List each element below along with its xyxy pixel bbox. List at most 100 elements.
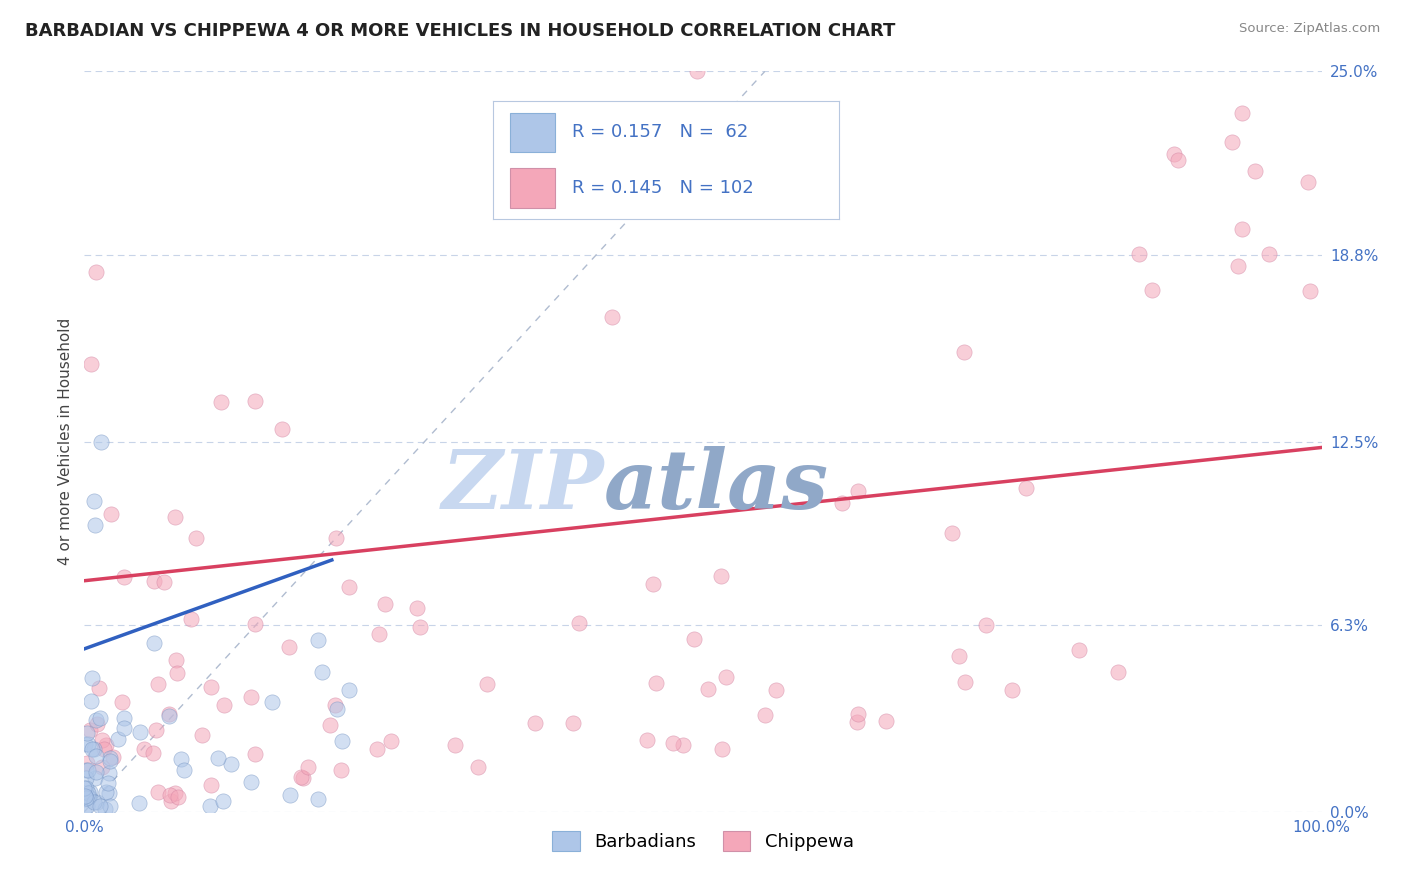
Text: Source: ZipAtlas.com: Source: ZipAtlas.com bbox=[1240, 22, 1381, 36]
Point bbox=[141, 746, 163, 760]
Point bbox=[636, 733, 658, 747]
Point bbox=[84, 771, 107, 785]
Point bbox=[128, 796, 150, 810]
Point bbox=[90, 760, 112, 774]
Point bbox=[98, 798, 121, 813]
Point bbox=[1107, 665, 1129, 679]
Point bbox=[166, 789, 188, 804]
Point bbox=[245, 747, 267, 762]
Point bbox=[97, 776, 120, 790]
Point bbox=[75, 763, 97, 777]
Point bbox=[475, 677, 498, 691]
Point bbox=[184, 532, 207, 546]
Point bbox=[84, 518, 107, 533]
Point bbox=[307, 632, 329, 647]
Point bbox=[77, 786, 100, 800]
Y-axis label: 4 or more Vehicles in Household: 4 or more Vehicles in Household bbox=[58, 318, 73, 566]
Point bbox=[96, 785, 118, 799]
Point bbox=[311, 665, 333, 680]
Point bbox=[101, 749, 124, 764]
Point bbox=[84, 764, 107, 779]
Point bbox=[941, 526, 963, 541]
Point bbox=[166, 666, 188, 681]
Point bbox=[976, 618, 998, 632]
Point bbox=[82, 742, 104, 756]
Point bbox=[76, 756, 98, 771]
Point bbox=[163, 786, 186, 800]
Point bbox=[875, 714, 897, 728]
Point bbox=[219, 757, 242, 772]
Point bbox=[831, 496, 853, 510]
Point bbox=[89, 711, 111, 725]
Point bbox=[157, 709, 180, 723]
Point bbox=[325, 531, 347, 545]
Point bbox=[76, 726, 98, 740]
Point bbox=[1128, 247, 1150, 261]
Point bbox=[1258, 247, 1281, 261]
Point bbox=[239, 775, 262, 789]
Point bbox=[562, 715, 585, 730]
Point bbox=[80, 671, 103, 685]
Point bbox=[1001, 682, 1024, 697]
Point bbox=[953, 675, 976, 690]
Point bbox=[1015, 481, 1038, 495]
Point bbox=[1296, 175, 1319, 189]
Point bbox=[1140, 283, 1163, 297]
Point bbox=[75, 772, 97, 786]
Point bbox=[129, 724, 152, 739]
Point bbox=[374, 597, 396, 611]
Point bbox=[112, 570, 135, 584]
Text: BARBADIAN VS CHIPPEWA 4 OR MORE VEHICLES IN HOUSEHOLD CORRELATION CHART: BARBADIAN VS CHIPPEWA 4 OR MORE VEHICLES… bbox=[25, 22, 896, 40]
Point bbox=[297, 760, 319, 774]
Point bbox=[180, 612, 202, 626]
Point bbox=[94, 802, 117, 816]
Point bbox=[325, 701, 347, 715]
Point bbox=[146, 677, 169, 691]
Point bbox=[90, 434, 112, 449]
Point bbox=[75, 790, 97, 805]
Point bbox=[77, 737, 100, 751]
Point bbox=[86, 713, 108, 727]
Point bbox=[79, 790, 101, 805]
Point bbox=[278, 788, 301, 802]
Point bbox=[716, 670, 738, 684]
Point bbox=[239, 690, 262, 704]
Point bbox=[79, 785, 101, 799]
Point bbox=[73, 804, 96, 818]
Point bbox=[1067, 643, 1090, 657]
Point bbox=[262, 695, 284, 709]
Point bbox=[165, 653, 187, 667]
Point bbox=[278, 640, 301, 655]
Point bbox=[697, 682, 720, 697]
Point bbox=[107, 731, 129, 746]
Legend: Barbadians, Chippewa: Barbadians, Chippewa bbox=[546, 824, 860, 858]
Point bbox=[100, 507, 122, 521]
Point bbox=[84, 265, 107, 279]
Point bbox=[98, 751, 121, 765]
Point bbox=[661, 736, 683, 750]
Point bbox=[75, 737, 97, 751]
Point bbox=[1230, 221, 1253, 235]
Point bbox=[153, 574, 176, 589]
Point bbox=[337, 683, 360, 698]
Point bbox=[209, 395, 232, 409]
Point bbox=[170, 752, 193, 766]
Point bbox=[87, 681, 110, 695]
Point bbox=[86, 796, 108, 810]
Point bbox=[89, 798, 111, 813]
Point bbox=[86, 717, 108, 731]
Point bbox=[271, 422, 294, 436]
Point bbox=[100, 754, 122, 768]
Point bbox=[686, 64, 709, 78]
Point bbox=[142, 636, 165, 650]
Point bbox=[337, 580, 360, 594]
Point bbox=[91, 732, 114, 747]
Point bbox=[754, 708, 776, 723]
Point bbox=[568, 615, 591, 630]
Point bbox=[711, 742, 734, 756]
Point bbox=[73, 789, 96, 803]
Point bbox=[207, 751, 229, 765]
Point bbox=[846, 715, 869, 730]
Point bbox=[77, 763, 100, 777]
Point bbox=[76, 798, 98, 813]
